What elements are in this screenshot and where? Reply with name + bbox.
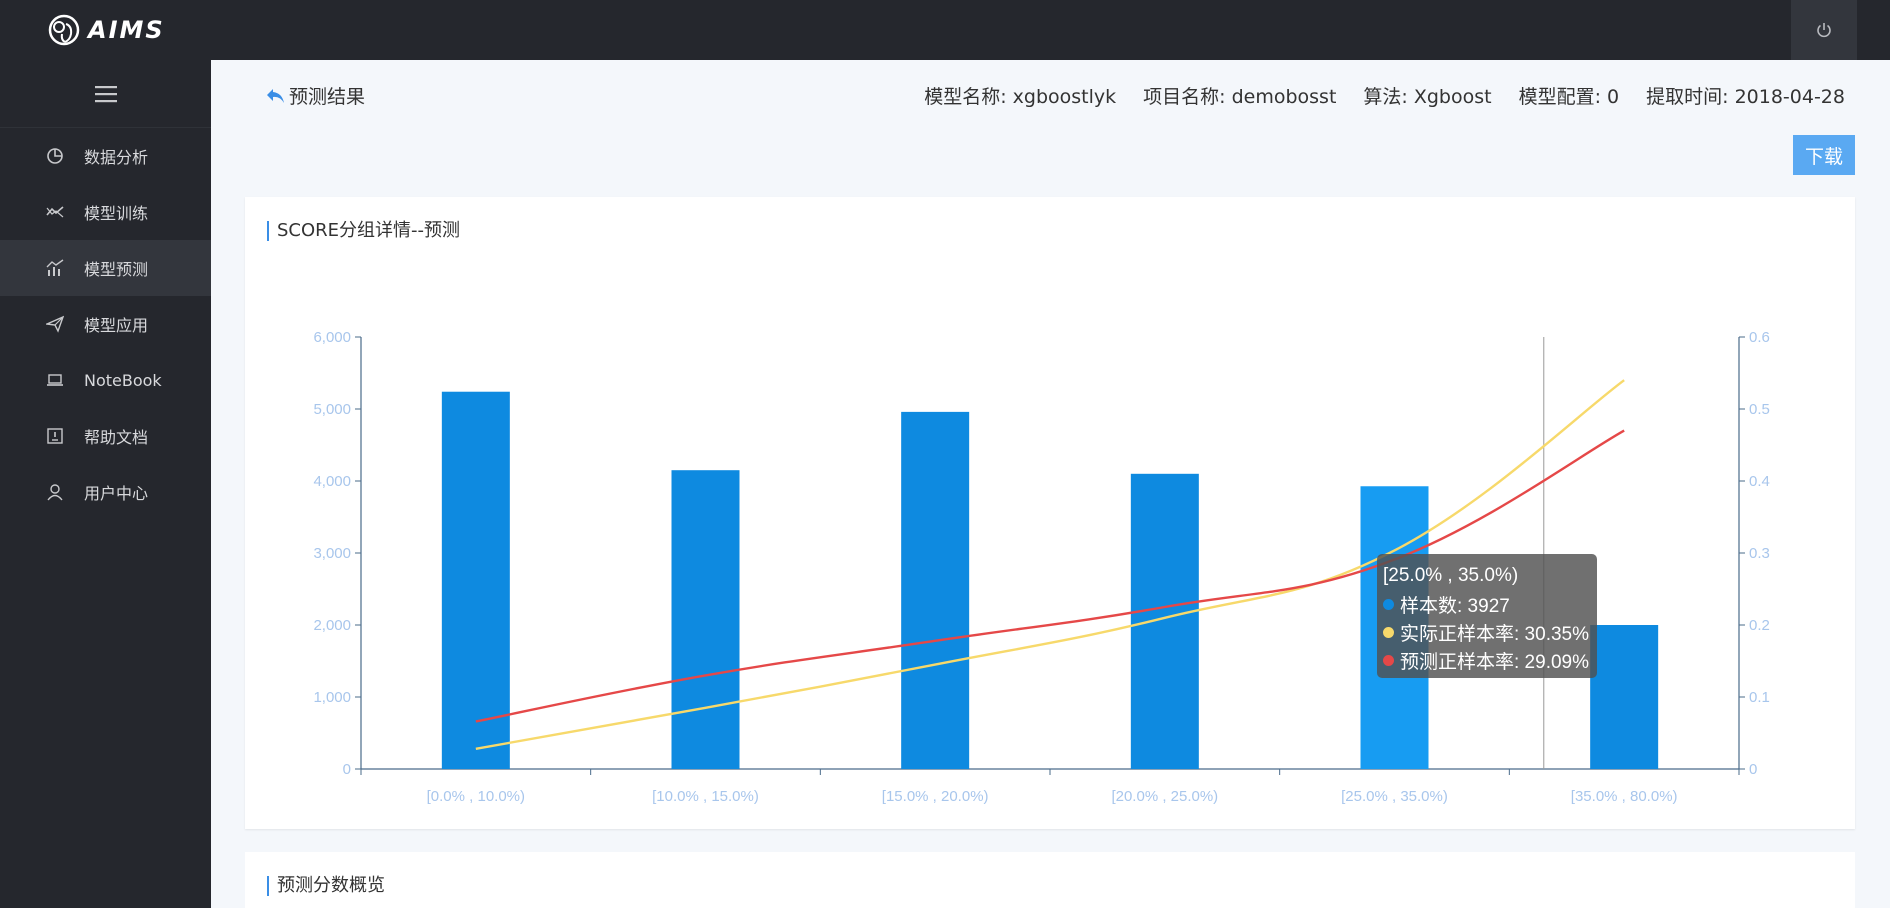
model-name: 模型名称: xgboostlyk [924, 86, 1117, 108]
app-logo[interactable]: AIMS [46, 8, 165, 52]
model-meta: 模型名称: xgboostlyk 项目名称: demobosst 算法: Xgb… [924, 82, 1845, 109]
hamburger-icon [94, 85, 117, 102]
page-header: 预测结果 模型名称: xgboostlyk 项目名称: demobosst 算法… [211, 60, 1890, 128]
reply-arrow-icon [267, 88, 284, 103]
sidebar-item-label: 数据分析 [84, 148, 149, 167]
right-axis-tick-label: 0.5 [1749, 401, 1770, 418]
sidebar: 数据分析 模型训练 模型预测 模型应用 NoteBook 帮助文档 用户中心 [0, 60, 211, 908]
sidebar-item-label: NoteBook [84, 370, 162, 390]
tooltip-samples-text: 样本数: 3927 [1400, 595, 1510, 617]
tooltip-actual-text: 实际正样本率: 30.35% [1400, 623, 1589, 645]
pie-chart-icon [46, 147, 64, 165]
line-actual-positive-rate [475, 379, 1625, 751]
right-axis-tick-label: 0.4 [1749, 473, 1770, 490]
sidebar-item-help-docs[interactable]: 帮助文档 [0, 408, 211, 464]
top-bar: AIMS [0, 0, 1890, 60]
x-axis-category-label: [10.0% , 15.0%) [652, 788, 759, 805]
sidebar-item-user-center[interactable]: 用户中心 [0, 464, 211, 520]
predicted-series-dot [1383, 654, 1394, 666]
sidebar-item-label: 模型应用 [84, 316, 149, 335]
tooltip-predicted-text: 预测正样本率: 29.09% [1400, 651, 1589, 673]
right-axis-tick-label: 0.6 [1749, 329, 1770, 346]
bar-sample-count [1590, 625, 1659, 769]
x-axis-category-label: [15.0% , 20.0%) [882, 788, 989, 805]
extract-time: 提取时间: 2018-04-28 [1646, 86, 1845, 108]
sidebar-item-label: 用户中心 [84, 484, 149, 503]
power-icon [1817, 23, 1831, 38]
right-axis-tick-label: 0.2 [1749, 617, 1770, 634]
bar-sample-count [671, 470, 740, 769]
left-axis-tick-label: 4,000 [313, 473, 351, 490]
left-axis-tick-label: 0 [343, 761, 351, 778]
bar-series-dot [1383, 598, 1394, 610]
card-title: SCORE分组详情--预测 [267, 221, 460, 241]
score-overview-card: 预测分数概览 [245, 852, 1855, 908]
sidebar-item-notebook[interactable]: NoteBook [0, 352, 211, 408]
x-axis-category-label: [20.0% , 25.0%) [1111, 788, 1218, 805]
card-title: 预测分数概览 [267, 876, 385, 896]
sidebar-item-data-analysis[interactable]: 数据分析 [0, 128, 211, 184]
tooltip-row-predicted: 预测正样本率: 29.09% [1383, 646, 1591, 674]
download-button[interactable]: 下载 [1793, 135, 1855, 175]
left-axis-tick-label: 1,000 [313, 689, 351, 706]
sidebar-item-model-application[interactable]: 模型应用 [0, 296, 211, 352]
x-axis-category-label: [0.0% , 10.0%) [427, 788, 525, 805]
sidebar-item-model-training[interactable]: 模型训练 [0, 184, 211, 240]
project-name: 项目名称: demobosst [1143, 86, 1337, 108]
user-icon [46, 483, 64, 501]
paper-plane-icon [46, 315, 64, 333]
x-axis-category-label: [35.0% , 80.0%) [1571, 788, 1678, 805]
model-config: 模型配置: 0 [1518, 86, 1620, 108]
back-link[interactable]: 预测结果 [265, 82, 365, 109]
tooltip-row-actual: 实际正样本率: 30.35% [1383, 618, 1591, 646]
bar-line-chart-icon [46, 259, 64, 277]
elephant-logo-icon [48, 14, 80, 46]
app-name: AIMS [88, 16, 165, 44]
menu-toggle-button[interactable] [0, 60, 211, 128]
sidebar-item-label: 模型预测 [84, 260, 149, 279]
page-title: 预测结果 [289, 86, 366, 108]
bar-sample-count [901, 411, 970, 769]
score-group-card: SCORE分组详情--预测 0 1,000 2,000 3,000 4,000 5,000… [245, 197, 1855, 829]
left-axis-tick-label: 3,000 [313, 545, 351, 562]
sidebar-item-model-prediction[interactable]: 模型预测 [0, 240, 211, 296]
right-axis-tick-label: 0.1 [1749, 689, 1770, 706]
tooltip-title: [25.0% , 35.0%) [1383, 565, 1519, 586]
sidebar-item-label: 帮助文档 [84, 428, 149, 447]
left-axis-tick-label: 6,000 [313, 329, 351, 346]
actual-series-dot [1383, 626, 1394, 638]
logout-button[interactable] [1791, 0, 1857, 60]
bar-sample-count [1130, 473, 1199, 769]
left-axis-tick-label: 2,000 [313, 617, 351, 634]
chart-tooltip: [25.0% , 35.0%) 样本数: 3927 实际正样本率: 30.35%… [1377, 554, 1597, 678]
book-icon [46, 427, 64, 445]
line-predicted-positive-rate [475, 429, 1625, 723]
algorithm: 算法: Xgboost [1363, 86, 1492, 108]
laptop-icon [46, 371, 64, 389]
left-axis-tick-label: 5,000 [313, 401, 351, 418]
trend-icon [46, 203, 64, 221]
x-axis-category-label: [25.0% , 35.0%) [1341, 788, 1448, 805]
bar-sample-count [441, 391, 510, 769]
right-axis-tick-label: 0.3 [1749, 545, 1770, 562]
tooltip-row-samples: 样本数: 3927 [1383, 590, 1591, 618]
right-axis-tick-label: 0 [1749, 761, 1757, 778]
score-group-chart: 0 1,000 2,000 3,000 4,000 5,000 6,000 0 0.1 0.2 0.… [313, 329, 1770, 805]
sidebar-item-label: 模型训练 [84, 204, 149, 223]
